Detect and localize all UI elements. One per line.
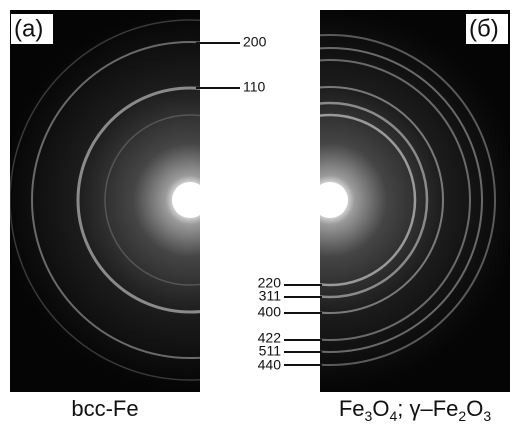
caption-part: 3 <box>483 408 491 424</box>
reflection-label: 400 <box>258 304 282 320</box>
central-beam <box>172 182 208 218</box>
caption-part: 2 <box>458 408 466 424</box>
caption: bcc-Fe <box>71 396 138 421</box>
reflection-label: 200 <box>243 34 267 50</box>
caption: Fe3O4; γ–Fe2O3 <box>339 396 491 424</box>
panel-tag: (a) <box>14 15 43 42</box>
reflection-label: 110 <box>243 79 266 95</box>
panel-tag: (б) <box>469 15 499 42</box>
caption-part: 3 <box>365 408 373 424</box>
figure: (a) (б) 200 110 220 311 400 422 511 440 … <box>0 0 518 424</box>
caption-part: ; γ–Fe <box>397 396 458 421</box>
central-beam <box>312 182 348 218</box>
reflection-label: 311 <box>259 288 282 304</box>
pattern-b <box>165 10 510 392</box>
caption-part: bcc-Fe <box>71 396 138 421</box>
caption-part: O <box>466 396 483 421</box>
caption-part: O <box>372 396 389 421</box>
reflection-label: 440 <box>258 357 282 373</box>
caption-part: 4 <box>389 408 397 424</box>
caption-part: Fe <box>339 396 365 421</box>
